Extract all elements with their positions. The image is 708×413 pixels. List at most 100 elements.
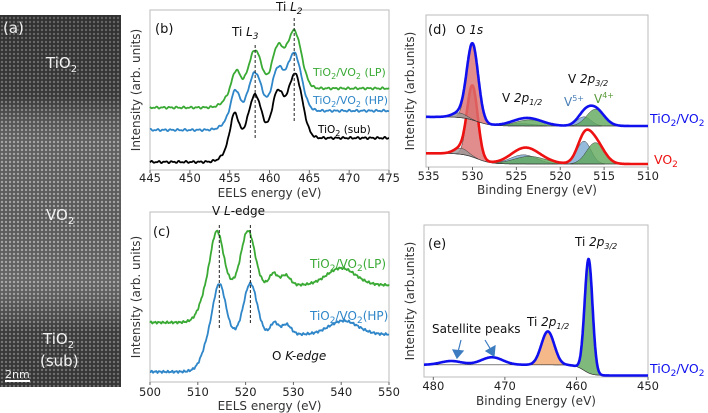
panel-d-label: (d) xyxy=(428,23,446,38)
o1s-label: O 1s xyxy=(456,23,483,37)
ti-l2-label: Ti L2 xyxy=(275,0,303,17)
chart-panel-e: 480 470 460 450 Binding Energy (eV) Intensity… xyxy=(403,224,659,408)
series-line xyxy=(149,51,390,132)
series-line xyxy=(425,41,649,128)
y-axis-label: Intensity (arb. units) xyxy=(129,236,143,358)
v4-label: V4+ xyxy=(594,91,614,106)
text: V xyxy=(594,92,603,106)
subscript: 2 xyxy=(331,72,336,81)
text: Ti xyxy=(574,235,589,249)
chart-panel-c: 500 510 520 530 540 550 EELS energy (eV) Intens… xyxy=(129,211,400,413)
legend-hp: TiO2/VO2 (HP) xyxy=(312,94,388,109)
legend-lp: TiO2/VO2 (LP) xyxy=(312,66,386,81)
subscript: 2 xyxy=(330,264,336,274)
text: L xyxy=(224,204,231,218)
subscript: 2 xyxy=(71,64,77,75)
text: TiO xyxy=(312,66,331,79)
subscript: 2 xyxy=(671,369,677,379)
layer-label-top: TiO2 xyxy=(45,54,77,75)
v2p12-label: V 2p1/2 xyxy=(502,91,542,107)
series-line xyxy=(149,72,390,164)
x-tick-label: 510 xyxy=(187,385,209,399)
x-tick-label: 550 xyxy=(378,385,400,399)
text: L xyxy=(290,0,297,14)
o-k-edge-label: O K-edge xyxy=(272,349,326,363)
scale-bar-label: 2nm xyxy=(5,368,30,381)
tem-contrast xyxy=(0,15,121,387)
x-tick-label: 470 xyxy=(494,379,516,393)
x-tick-label: 450 xyxy=(179,171,201,185)
subscript: 2 xyxy=(699,119,705,129)
y-axis-label: Intensity (arb.units) xyxy=(403,32,417,151)
subscript: 2 xyxy=(68,216,74,227)
chart-panel-d: 535 530 525 520 515 510 Binding Energy (eV) Int… xyxy=(403,14,659,197)
subscript: 2 xyxy=(699,369,705,379)
legend-lp: TiO2/VO2(LP) xyxy=(309,257,386,274)
v5-label: V5+ xyxy=(564,94,584,109)
background-line xyxy=(426,116,648,127)
subscript: 2 xyxy=(335,129,340,138)
x-tick-label: 510 xyxy=(637,169,659,183)
subscript: 2 xyxy=(671,119,677,129)
text: /VO xyxy=(676,361,699,376)
text: Ti xyxy=(275,0,290,14)
satellite-peaks-label: Satellite peaks xyxy=(432,322,521,336)
y-axis-label: Intensity (arb. units) xyxy=(129,29,143,151)
series-line xyxy=(149,281,390,374)
text: O xyxy=(272,349,285,363)
plot-frame xyxy=(149,9,390,171)
text: TiO xyxy=(312,94,331,107)
subscript: 3/2 xyxy=(604,242,617,251)
subscript: 1/2 xyxy=(529,98,542,107)
layer-label-bottom-note: (sub) xyxy=(40,352,79,370)
subscript: 2 xyxy=(297,7,303,17)
subscript: 2 xyxy=(356,100,361,109)
text: V xyxy=(212,204,224,218)
background-line xyxy=(424,364,648,376)
x-axis-label: EELS energy (eV) xyxy=(218,186,322,200)
panel-e-label: (e) xyxy=(428,237,446,252)
text: 2p xyxy=(580,72,596,86)
plots: 445 450 455 460 465 470 475 EELS energy (eV) Int… xyxy=(129,9,659,413)
text: TiO xyxy=(309,257,330,271)
x-tick-label: 480 xyxy=(422,379,444,393)
text: TiO xyxy=(317,124,335,136)
text: (LP) xyxy=(361,66,386,79)
text: 2p xyxy=(541,315,557,329)
x-tick-label: 455 xyxy=(219,171,241,185)
x-tick-label: 520 xyxy=(235,385,257,399)
x-tick-label: 465 xyxy=(298,171,320,185)
arrow-head-icon xyxy=(484,344,496,358)
text: TiO xyxy=(649,111,671,126)
panel-b-annotations: (b) Ti L3 Ti L2 TiO2/VO2 (LP) TiO2/VO2 (… xyxy=(155,0,388,138)
plot-frame xyxy=(149,211,390,383)
text: (sub) xyxy=(340,124,370,136)
text: (HP) xyxy=(363,309,389,323)
x-tick-label: 500 xyxy=(139,385,161,399)
text: Ti xyxy=(526,315,541,329)
text: V xyxy=(564,95,573,109)
x-tick-label: 530 xyxy=(462,169,484,183)
plot-frame xyxy=(425,14,649,168)
text: TiO xyxy=(45,54,71,72)
plot-frame xyxy=(423,224,649,378)
series-line xyxy=(423,257,649,377)
subscript: 3 xyxy=(253,32,259,42)
series-line xyxy=(425,84,649,166)
panel-a-tem-image: (a) TiO2 VO2 TiO2 (sub) 2nm xyxy=(0,15,121,387)
x-tick-label: 520 xyxy=(549,169,571,183)
x-tick-label: 535 xyxy=(418,169,440,183)
text: TiO xyxy=(649,361,671,376)
text: VO xyxy=(46,206,68,224)
x-tick-label: 460 xyxy=(259,171,281,185)
text: K-edge xyxy=(285,349,326,363)
superscript: 5+ xyxy=(572,94,584,103)
text: -edge xyxy=(231,204,265,218)
x-tick-label: 515 xyxy=(593,169,615,183)
text: L xyxy=(246,25,253,39)
ti-l3-label: Ti L3 xyxy=(231,25,259,42)
text: /VO xyxy=(336,66,356,79)
text: O xyxy=(456,23,469,37)
layer-label-middle: VO2 xyxy=(46,206,74,227)
x-axis-label: Binding Energy (eV) xyxy=(476,394,596,408)
